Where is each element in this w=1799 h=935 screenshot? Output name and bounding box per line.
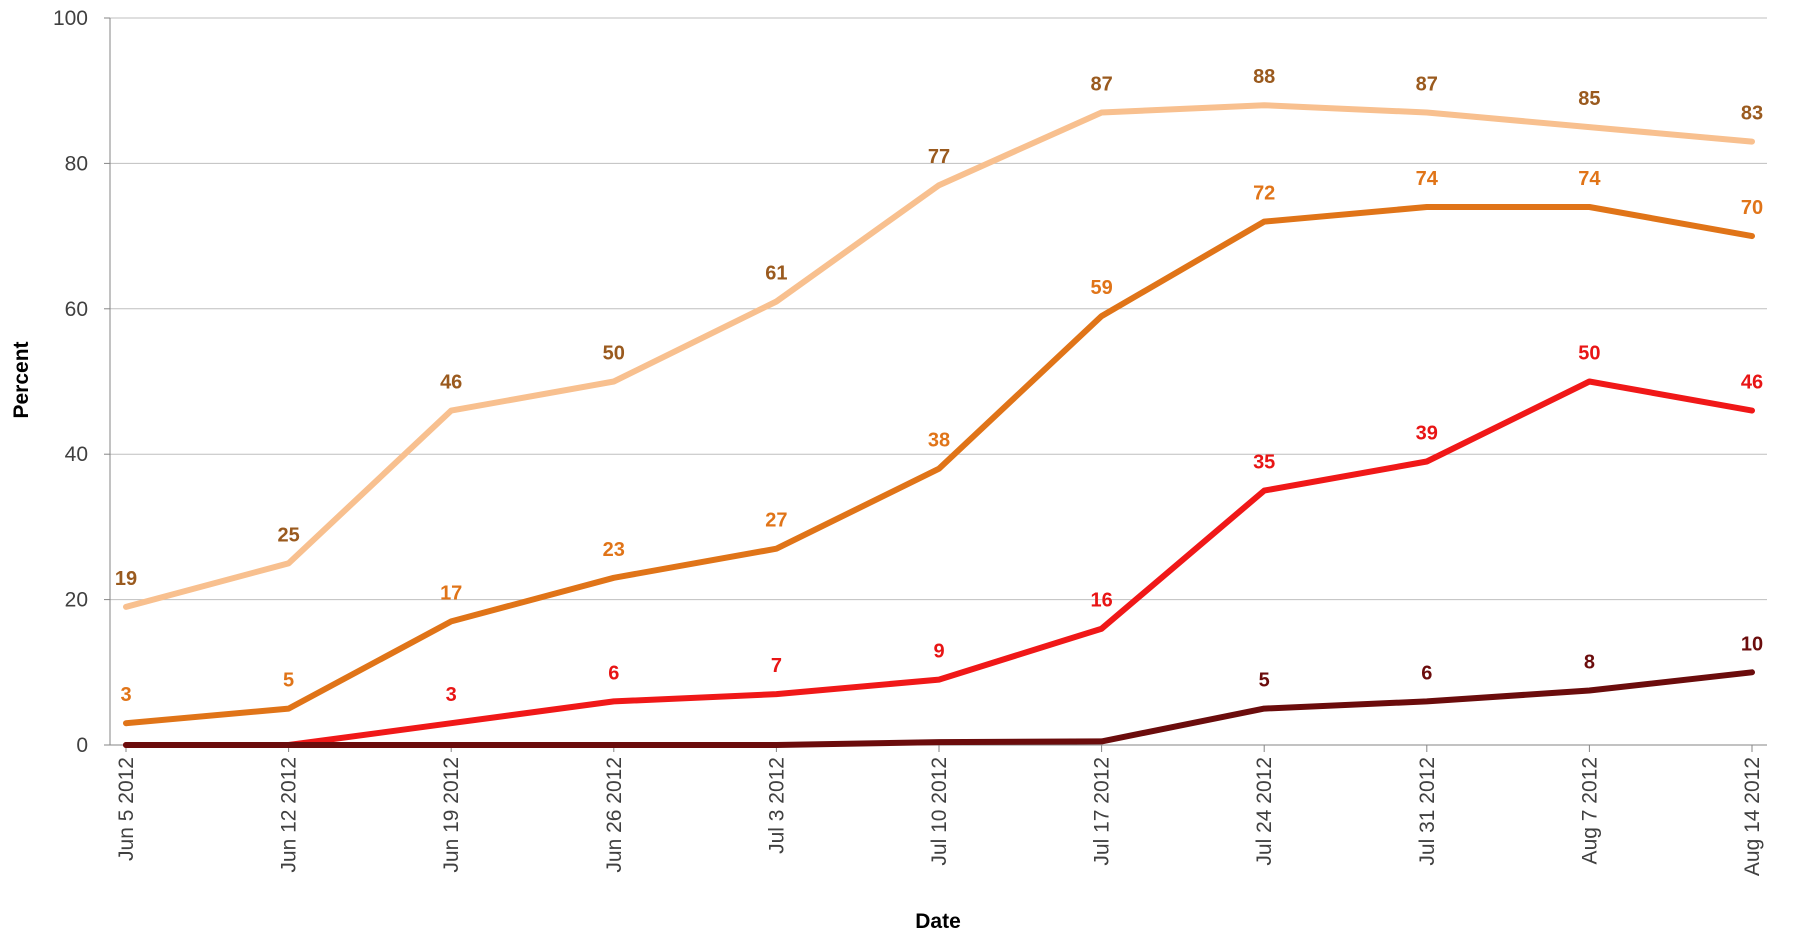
series-lines — [123, 102, 1755, 748]
x-tick-label: Aug 14 2012 — [1741, 757, 1764, 876]
data-label: 83 — [1741, 103, 1763, 125]
x-tick-label: Jul 31 2012 — [1416, 757, 1439, 866]
data-label: 72 — [1253, 183, 1275, 205]
series-line-4 — [123, 669, 1755, 748]
data-label: 6 — [1421, 662, 1432, 684]
x-tick-label: Jun 12 2012 — [278, 757, 301, 873]
y-tick-label: 0 — [76, 734, 88, 757]
y-tick-label: 100 — [53, 7, 88, 30]
x-tick-label: Jun 5 2012 — [115, 757, 138, 861]
y-tick-label: 20 — [65, 589, 88, 612]
data-label: 16 — [1090, 590, 1112, 612]
data-label: 87 — [1090, 74, 1112, 96]
x-tick-label: Jun 26 2012 — [603, 757, 626, 873]
data-label: 46 — [440, 372, 462, 394]
data-label: 46 — [1741, 372, 1763, 394]
x-tick-label: Jul 24 2012 — [1253, 757, 1276, 866]
data-label: 59 — [1090, 277, 1112, 299]
x-tick-label: Aug 7 2012 — [1578, 757, 1601, 864]
data-label: 19 — [115, 568, 137, 590]
x-axis-ticks: Jun 5 2012 Jun 12 2012 Jun 19 2012 Jun 26 2… — [115, 745, 1764, 876]
y-axis-ticks: 0 20 40 60 80 100 — [53, 7, 110, 757]
data-label: 7 — [771, 655, 782, 677]
data-label: 3 — [120, 684, 131, 706]
data-label: 27 — [765, 510, 787, 532]
data-label: 77 — [928, 146, 950, 168]
data-label: 87 — [1416, 74, 1438, 96]
data-label: 8 — [1584, 651, 1595, 673]
data-label: 9 — [933, 641, 944, 663]
series-line-2 — [123, 204, 1755, 727]
x-tick-label: Jun 19 2012 — [440, 757, 463, 873]
data-label: 3 — [446, 684, 457, 706]
data-label: 5 — [283, 670, 294, 692]
data-label: 70 — [1741, 197, 1763, 219]
data-label: 74 — [1578, 168, 1601, 190]
data-label: 6 — [608, 662, 619, 684]
data-label: 39 — [1416, 422, 1438, 444]
y-tick-label: 40 — [65, 443, 88, 466]
data-label: 50 — [603, 343, 625, 365]
data-label: 74 — [1416, 168, 1439, 190]
data-label: 10 — [1741, 633, 1763, 655]
x-tick-label: Jul 3 2012 — [765, 757, 788, 854]
series-line-1 — [123, 102, 1755, 610]
x-axis-title: Date — [915, 910, 961, 933]
y-tick-label: 60 — [65, 298, 88, 321]
axes — [109, 18, 1767, 746]
y-axis-title: Percent — [10, 341, 33, 418]
data-label: 88 — [1253, 66, 1275, 88]
x-tick-label: Jul 10 2012 — [928, 757, 951, 866]
data-label: 25 — [277, 524, 299, 546]
data-label: 17 — [440, 582, 462, 604]
series-line-3 — [123, 378, 1755, 748]
data-label: 38 — [928, 430, 950, 452]
data-label: 85 — [1578, 88, 1600, 110]
data-label: 5 — [1259, 670, 1270, 692]
data-label: 23 — [603, 539, 625, 561]
gridlines — [110, 17, 1767, 601]
y-tick-label: 80 — [65, 152, 88, 175]
data-label: 50 — [1578, 343, 1600, 365]
x-tick-label: Jul 17 2012 — [1091, 757, 1114, 866]
data-label: 35 — [1253, 452, 1275, 474]
data-label: 61 — [765, 263, 787, 285]
